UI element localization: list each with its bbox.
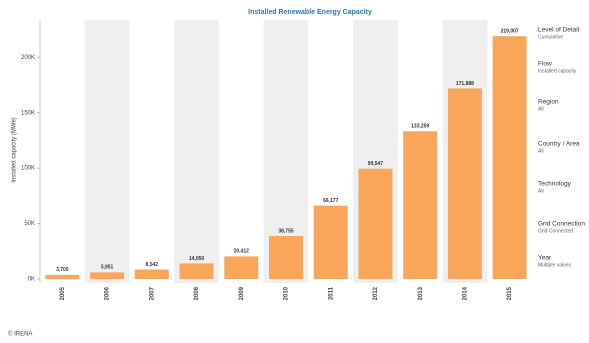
x-tick-label: 2007 bbox=[149, 286, 155, 300]
y-tick-label: 50K bbox=[24, 221, 35, 227]
value-label: 14,050 bbox=[189, 256, 205, 262]
value-label: 99,547 bbox=[368, 161, 384, 167]
value-label: 8,542 bbox=[146, 262, 159, 268]
bar bbox=[492, 36, 527, 279]
filter-value: Installed capacity bbox=[538, 68, 577, 74]
column-band bbox=[174, 20, 219, 283]
filter-value: All bbox=[538, 148, 544, 154]
filter-label: Flow bbox=[538, 61, 552, 68]
bar bbox=[447, 88, 482, 279]
value-label: 219,007 bbox=[501, 29, 519, 35]
value-label: 66,177 bbox=[323, 198, 339, 204]
filter-label: Region bbox=[538, 99, 559, 106]
value-label: 38,755 bbox=[278, 228, 294, 234]
x-tick-label: 2014 bbox=[462, 286, 468, 300]
filter-label: Technology bbox=[538, 181, 572, 188]
value-label: 171,888 bbox=[456, 81, 474, 87]
bar bbox=[90, 272, 125, 279]
filter-label: Grid Connection bbox=[538, 221, 585, 228]
y-tick-label: 0K bbox=[28, 277, 35, 283]
x-tick-label: 2015 bbox=[507, 286, 513, 300]
x-tick-label: 2008 bbox=[194, 286, 200, 300]
bar bbox=[269, 236, 303, 279]
bar bbox=[179, 263, 214, 279]
x-tick-label: 2005 bbox=[60, 286, 66, 300]
filter-value: Cumulative bbox=[538, 34, 563, 40]
bar bbox=[224, 256, 259, 279]
bar bbox=[134, 269, 169, 279]
value-label: 3,705 bbox=[56, 267, 69, 273]
bar bbox=[403, 131, 438, 279]
filter-value: All bbox=[538, 106, 544, 112]
bar bbox=[313, 205, 348, 279]
filter-label: Year bbox=[538, 255, 552, 262]
x-tick-label: 2010 bbox=[284, 286, 290, 300]
y-tick-label: 150K bbox=[21, 110, 35, 116]
y-tick-label: 200K bbox=[21, 55, 35, 61]
y-axis-label: Installed capacity (MWe) bbox=[12, 117, 18, 183]
column-band bbox=[84, 20, 130, 283]
value-label: 133,259 bbox=[411, 124, 429, 130]
bar bbox=[358, 168, 393, 279]
bar bbox=[45, 274, 80, 279]
filter-label: Level of Detail bbox=[538, 27, 580, 34]
value-label: 20,412 bbox=[234, 249, 250, 255]
filter-value: All bbox=[538, 188, 544, 194]
x-tick-label: 2009 bbox=[239, 286, 245, 300]
chart-title: Installed Renewable Energy Capacity bbox=[248, 9, 372, 16]
x-tick-label: 2012 bbox=[373, 286, 379, 300]
footer: © IRENA bbox=[8, 331, 32, 338]
x-tick-label: 2013 bbox=[418, 286, 424, 300]
x-tick-label: 2006 bbox=[105, 286, 111, 300]
value-label: 5,951 bbox=[101, 265, 114, 271]
filter-value: Multiple values bbox=[538, 262, 572, 268]
filter-value: Grid Connected bbox=[538, 228, 573, 234]
filter-label: Country / Area bbox=[538, 141, 580, 148]
y-tick-label: 100K bbox=[21, 166, 35, 172]
x-tick-label: 2011 bbox=[328, 286, 334, 300]
